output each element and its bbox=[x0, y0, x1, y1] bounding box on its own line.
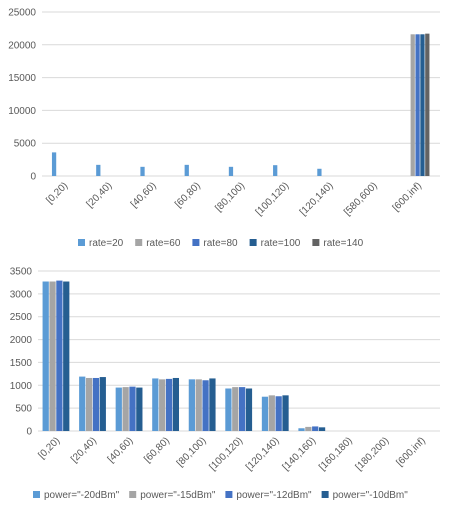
x-tick-label: [40,60) bbox=[129, 180, 159, 210]
power-histogram-chart: 0 500 1000 1500 2000 2500 3000 3500 [0,20) [20,40… bbox=[10, 267, 440, 501]
y-tick-label: 25000 bbox=[8, 8, 36, 19]
legend-label: rate=20 bbox=[89, 238, 124, 249]
bar bbox=[49, 281, 56, 431]
bar bbox=[115, 387, 122, 431]
y-tick-label: 1000 bbox=[10, 381, 33, 392]
x-tick-label: [60,80) bbox=[173, 180, 203, 210]
bar bbox=[136, 387, 143, 431]
bar bbox=[42, 281, 49, 431]
x-tick-label: [160,180) bbox=[317, 435, 355, 473]
y-tick-label: 0 bbox=[26, 427, 32, 438]
bar bbox=[268, 395, 275, 431]
bar bbox=[79, 376, 86, 431]
legend-swatch bbox=[135, 239, 143, 246]
x-tick-label: [0,20) bbox=[37, 435, 63, 461]
x-tick-label: [0,20) bbox=[44, 180, 70, 206]
bar bbox=[228, 166, 234, 176]
x-tick-label: [60,80) bbox=[142, 435, 172, 465]
legend-swatch bbox=[249, 239, 257, 246]
bar bbox=[122, 387, 129, 431]
y-tick-label: 15000 bbox=[8, 73, 36, 84]
y-tick-label: 20000 bbox=[8, 40, 36, 51]
bar bbox=[172, 377, 180, 431]
x-tick-label: [20,40) bbox=[85, 180, 115, 210]
legend-swatch bbox=[312, 239, 320, 246]
x-tick-label: [600,inf) bbox=[395, 435, 428, 468]
legend-label: power="-15dBm" bbox=[140, 490, 216, 501]
y-tick-label: 500 bbox=[15, 404, 32, 415]
legend-label: rate=80 bbox=[203, 238, 238, 249]
y-tick-label: 2000 bbox=[10, 335, 33, 346]
bar bbox=[92, 377, 100, 431]
bar bbox=[184, 164, 189, 176]
x-tick-label: [120,140) bbox=[298, 180, 336, 218]
y-tick-label: 2500 bbox=[10, 312, 33, 323]
x-tick-label: [40,60) bbox=[106, 435, 136, 465]
bar bbox=[159, 379, 166, 431]
bar bbox=[239, 387, 246, 431]
bar bbox=[273, 165, 278, 176]
legend-label: power="-20dBm" bbox=[44, 490, 120, 501]
bar bbox=[165, 378, 173, 431]
bar bbox=[305, 426, 312, 431]
x-tick-label: [80,100) bbox=[213, 180, 247, 214]
bar bbox=[225, 388, 232, 431]
x-tick-label: [580,600) bbox=[342, 180, 380, 218]
bar bbox=[425, 33, 430, 177]
bar bbox=[245, 388, 253, 431]
x-tick-label: [100,120) bbox=[254, 180, 292, 218]
x-tick-label: [140,160) bbox=[281, 435, 319, 473]
bar bbox=[99, 377, 106, 431]
legend-swatch bbox=[192, 239, 200, 246]
bar bbox=[415, 34, 420, 176]
bar bbox=[232, 387, 239, 431]
legend-swatch bbox=[225, 491, 233, 498]
bar bbox=[282, 395, 289, 431]
legend-swatch bbox=[78, 239, 85, 246]
legend-label: rate=60 bbox=[146, 238, 181, 249]
y-tick-label: 5000 bbox=[14, 139, 37, 150]
bar bbox=[129, 386, 136, 431]
bar bbox=[51, 152, 57, 176]
x-tick-label: [120,140) bbox=[244, 435, 282, 473]
bar bbox=[317, 168, 322, 176]
bar bbox=[202, 380, 209, 431]
legend-swatch bbox=[33, 491, 40, 498]
legend-label: rate=100 bbox=[261, 238, 301, 249]
bar bbox=[312, 426, 319, 431]
rate-histogram-chart: 0 5000 10000 15000 20000 25000 [0,20) [20,40) [4… bbox=[8, 8, 440, 249]
bar bbox=[195, 379, 202, 431]
legend-swatch bbox=[321, 491, 329, 498]
bar bbox=[140, 166, 145, 176]
bar bbox=[96, 164, 101, 176]
x-tick-label: [600,inf) bbox=[391, 180, 424, 213]
x-tick-label: [180,200) bbox=[354, 435, 392, 473]
bar bbox=[298, 428, 305, 431]
x-tick-label: [20,40) bbox=[69, 435, 99, 465]
legend-swatch bbox=[129, 491, 137, 498]
legend-label: power="-12dBm" bbox=[236, 490, 312, 501]
x-tick-label: [100,120) bbox=[207, 435, 245, 473]
y-tick-label: 3500 bbox=[10, 267, 33, 278]
bar bbox=[188, 379, 195, 431]
y-tick-label: 1500 bbox=[10, 358, 33, 369]
legend-label: power="-10dBm" bbox=[333, 490, 409, 501]
legend-label: rate=140 bbox=[323, 238, 363, 249]
bar bbox=[152, 378, 159, 431]
bar bbox=[318, 427, 326, 431]
bar bbox=[420, 34, 425, 176]
y-tick-label: 0 bbox=[30, 172, 36, 183]
y-tick-label: 3000 bbox=[10, 289, 33, 300]
bar bbox=[85, 377, 93, 431]
y-tick-label: 10000 bbox=[8, 106, 36, 117]
bar bbox=[209, 378, 216, 431]
bar bbox=[261, 396, 269, 431]
bar bbox=[56, 280, 63, 431]
bar bbox=[275, 396, 282, 431]
bar bbox=[63, 281, 70, 431]
bar bbox=[410, 34, 415, 176]
x-tick-label: [80,100) bbox=[175, 435, 209, 469]
